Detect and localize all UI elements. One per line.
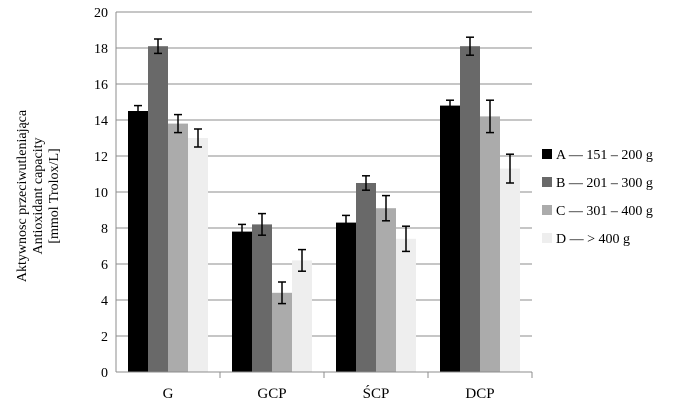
bar-DCP-B <box>460 46 480 372</box>
legend-swatch-D <box>542 233 552 243</box>
y-tick-label: 18 <box>94 42 108 57</box>
x-category-label: DCP <box>465 386 494 402</box>
bar-G-C <box>168 123 188 372</box>
bar-GCP-D <box>292 260 312 372</box>
legend-label: D — > 400 g <box>556 232 630 247</box>
legend-label: A — 151 – 200 g <box>556 148 653 163</box>
y-tick-label: 2 <box>101 330 108 345</box>
legend-swatch-C <box>542 205 552 215</box>
bar-DCP-A <box>440 105 460 372</box>
bar-G-D <box>188 138 208 372</box>
legend-label: C — 301 – 400 g <box>556 204 653 219</box>
y-tick-label: 10 <box>94 186 108 201</box>
bar-GCP-B <box>252 224 272 372</box>
y-axis-title-line: [mmol Trolox/L] <box>47 148 62 243</box>
y-tick-label: 20 <box>94 6 108 21</box>
bar-DCP-C <box>480 116 500 373</box>
x-category-label: GCP <box>257 386 286 402</box>
axes <box>115 12 533 378</box>
error-bars <box>134 36 514 305</box>
bar-DCP-D <box>500 168 520 372</box>
y-axis-title: Aktywnosc przeciwutleniającaAntioxidant … <box>15 109 62 282</box>
y-tick-label: 12 <box>94 150 108 165</box>
x-category-label: ŚCP <box>363 385 390 402</box>
bar-G-B <box>148 46 168 372</box>
bar-GCP-C <box>272 292 292 372</box>
y-tick-labels: 0 2 4 6 8 10 12 14 16 18 20 <box>94 6 108 381</box>
bar-GCP-A <box>232 231 252 372</box>
y-axis-title-line: Antioxidant capacity <box>31 137 46 254</box>
bar-ŚCP-D <box>396 238 416 372</box>
x-category-labels: G GCP ŚCP DCP <box>163 385 495 402</box>
x-category-label: G <box>163 386 174 402</box>
y-tick-label: 4 <box>101 294 108 309</box>
legend-swatch-A <box>542 149 552 159</box>
y-axis-title: Aktywnosc przeciwutleniającaAntioxidant … <box>15 109 62 282</box>
legend-label: B — 201 – 300 g <box>556 176 653 191</box>
bar-ŚCP-B <box>356 183 376 372</box>
y-axis-title-line: Aktywnosc przeciwutleniająca <box>15 109 30 282</box>
y-tick-label: 14 <box>94 114 108 129</box>
bar-G-A <box>128 111 148 372</box>
bar-ŚCP-C <box>376 208 396 372</box>
bars <box>128 46 520 373</box>
y-tick-label: 16 <box>94 78 108 93</box>
legend-swatch-B <box>542 177 552 187</box>
legend: A — 151 – 200 g B — 201 – 300 g C — 301 – … <box>542 148 653 247</box>
y-tick-label: 6 <box>101 258 108 273</box>
bar-ŚCP-A <box>336 222 356 372</box>
y-tick-label: 0 <box>101 366 108 381</box>
y-tick-label: 8 <box>101 222 108 237</box>
